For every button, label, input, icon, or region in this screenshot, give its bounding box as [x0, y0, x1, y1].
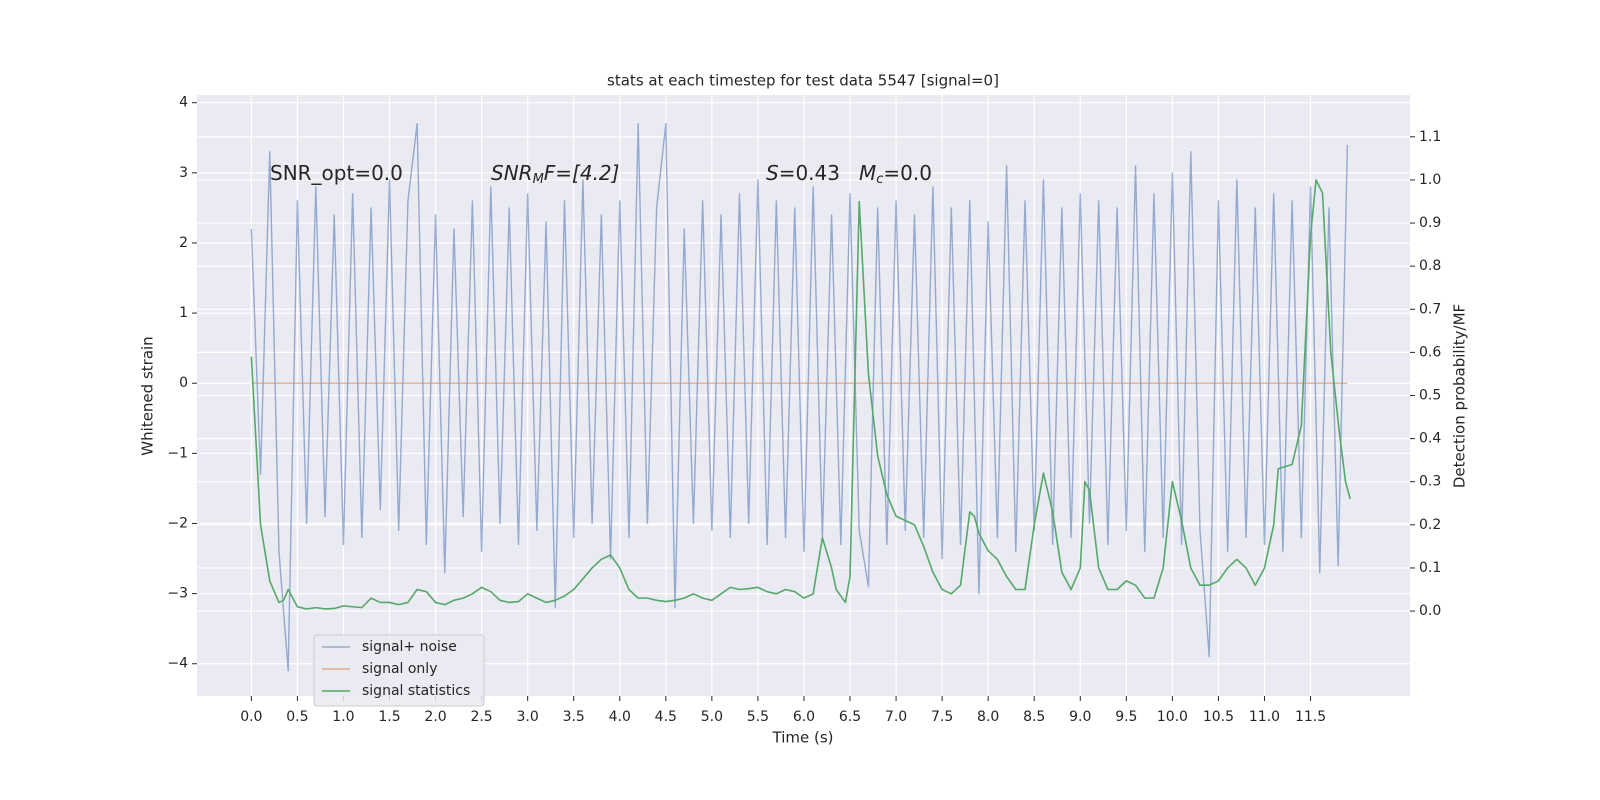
annotation-subscript: c — [876, 172, 883, 187]
x-tick-label: 2.0 — [424, 709, 446, 725]
annotation-text: F=[4.2] — [544, 161, 620, 185]
x-tick-label: 0.5 — [286, 709, 308, 725]
x-tick-label: 2.5 — [470, 709, 492, 725]
series-line — [250, 123, 1349, 672]
legend-box — [313, 634, 485, 707]
x-tick-label: 8.5 — [1023, 709, 1045, 725]
y2-tick-label: 0.8 — [1419, 258, 1441, 274]
x-tick-label: 8.0 — [977, 709, 999, 725]
y2-tick-label: 0.0 — [1419, 603, 1441, 619]
legend-label: signal statistics — [362, 683, 470, 699]
annotation-text: SNR_opt=0.0 — [270, 161, 403, 185]
x-tick-label: 10.5 — [1203, 709, 1234, 725]
x-tick-label: 9.0 — [1069, 709, 1091, 725]
x-tick-label: 4.0 — [609, 709, 631, 725]
legend: signal+ noise signal only signal statistic… — [313, 634, 485, 707]
annotation-text: SNR — [491, 161, 533, 185]
y-tick-label: 1 — [179, 305, 188, 321]
annotation: S=0.43 — [766, 161, 840, 185]
series-line — [250, 179, 1351, 610]
annotation-text: S — [766, 161, 779, 185]
x-tick-label: 11.5 — [1295, 709, 1326, 725]
y2-tick-label: 0.5 — [1419, 388, 1441, 404]
y-tick-label: 3 — [179, 165, 188, 181]
x-tick-label: 6.5 — [839, 709, 861, 725]
y-tick-label: 4 — [179, 95, 188, 111]
y-tick-label: −1 — [167, 445, 188, 461]
x-axis-label: Time (s) — [772, 729, 834, 747]
annotation-text: M — [859, 161, 876, 185]
x-tick-label: 5.0 — [701, 709, 723, 725]
legend-label: signal only — [362, 661, 437, 677]
x-tick-label: 3.5 — [563, 709, 585, 725]
x-tick-label: 3.0 — [517, 709, 539, 725]
x-tick-label: 0.0 — [240, 709, 262, 725]
y2-tick-label: 0.6 — [1419, 344, 1441, 360]
y2-tick-label: 0.2 — [1419, 517, 1441, 533]
y-axis-label: Whitened strain — [139, 336, 157, 455]
y-tick-label: −3 — [167, 586, 188, 602]
y2-tick-label: 0.4 — [1419, 431, 1441, 447]
x-tick-label: 1.0 — [332, 709, 354, 725]
chart-title: stats at each timestep for test data 554… — [607, 72, 999, 90]
y2-tick-label: 1.1 — [1419, 129, 1441, 145]
y2-tick-label: 0.3 — [1419, 474, 1441, 490]
annotation-text: =0.43 — [779, 161, 840, 185]
annotation: Mc=0.0 — [859, 161, 932, 187]
y2-axis-label: Detection probability/MF — [1451, 304, 1469, 488]
annotation-subscript: M — [533, 172, 544, 187]
annotation: SNR_opt=0.0 — [270, 161, 403, 185]
y2-tick-label: 0.9 — [1419, 215, 1441, 231]
annotation-text: =0.0 — [883, 161, 932, 185]
y-tick-label: −4 — [167, 656, 188, 672]
grid — [192, 95, 1415, 701]
y2-tick-label: 0.7 — [1419, 301, 1441, 317]
y-tick-label: 0 — [179, 375, 188, 391]
y2-tick-label: 1.0 — [1419, 172, 1441, 188]
x-tick-label: 5.5 — [747, 709, 769, 725]
x-tick-label: 7.0 — [885, 709, 907, 725]
x-tick-label: 9.5 — [1115, 709, 1137, 725]
y2-tick-label: 0.1 — [1419, 560, 1441, 576]
legend-label: signal+ noise — [362, 639, 457, 655]
x-tick-label: 4.5 — [655, 709, 677, 725]
annotation: SNRMF=[4.2] — [491, 161, 619, 187]
y-tick-label: −2 — [167, 515, 188, 531]
x-tick-label: 7.5 — [931, 709, 953, 725]
marks — [250, 123, 1351, 672]
x-tick-label: 10.0 — [1157, 709, 1188, 725]
x-tick-label: 6.0 — [793, 709, 815, 725]
x-tick-label: 1.5 — [378, 709, 400, 725]
x-tick-label: 11.0 — [1249, 709, 1280, 725]
y-tick-label: 2 — [179, 235, 188, 251]
